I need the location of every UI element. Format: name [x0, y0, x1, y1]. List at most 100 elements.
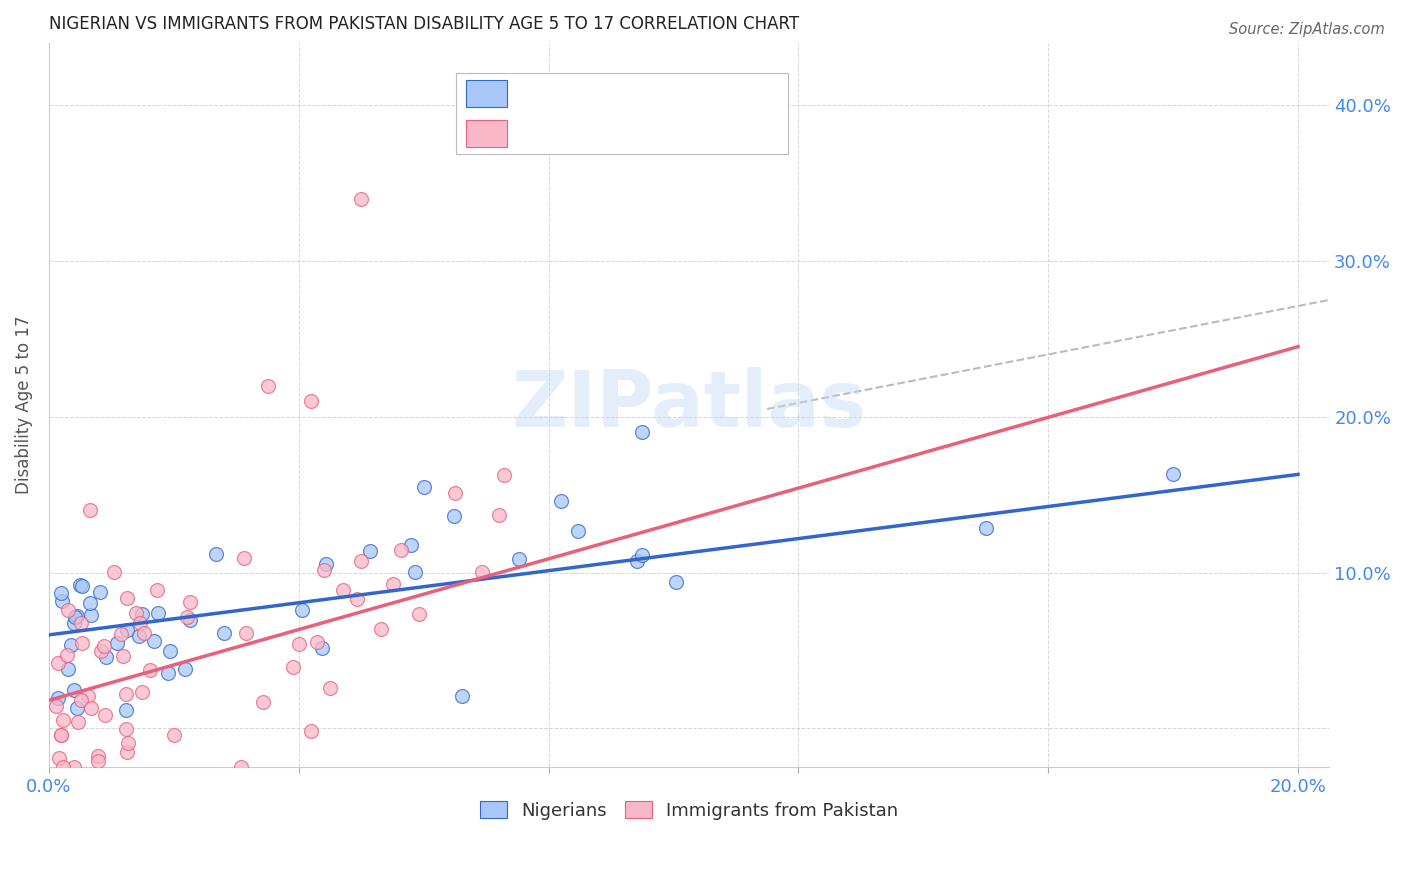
Point	[60, 639, 83, 653]
Point	[312, 563, 335, 577]
Point	[48, 751, 70, 765]
Point	[115, 623, 138, 637]
Text: Source: ZipAtlas.com: Source: ZipAtlas.com	[1229, 22, 1385, 37]
Point	[96, 650, 118, 665]
Point	[346, 591, 368, 606]
Point	[52, 713, 75, 727]
Point	[107, 636, 129, 650]
Point	[450, 689, 472, 703]
Point	[350, 554, 373, 568]
Point	[288, 636, 311, 650]
Point	[45, 698, 67, 713]
Point	[235, 626, 257, 640]
Point	[488, 508, 510, 522]
Point	[305, 635, 328, 649]
Point	[51, 594, 73, 608]
Point	[508, 551, 530, 566]
Point	[49, 728, 72, 742]
Point	[359, 544, 381, 558]
Point	[110, 627, 132, 641]
Point	[157, 665, 180, 680]
Point	[111, 648, 134, 663]
Point	[443, 508, 465, 523]
Point	[46, 691, 69, 706]
Point	[212, 626, 235, 640]
Y-axis label: Disability Age 5 to 17: Disability Age 5 to 17	[15, 316, 32, 494]
Point	[103, 565, 125, 579]
Point	[332, 582, 354, 597]
Point	[70, 635, 93, 649]
Point	[90, 643, 112, 657]
Point	[131, 684, 153, 698]
Point	[471, 565, 494, 579]
Point	[89, 585, 111, 599]
Point	[143, 634, 166, 648]
Text: ZIPatlas: ZIPatlas	[512, 368, 866, 443]
Point	[146, 582, 169, 597]
Point	[115, 591, 138, 605]
Point	[69, 577, 91, 591]
Point	[399, 538, 422, 552]
Point	[52, 760, 75, 774]
Point	[63, 610, 86, 624]
Point	[404, 565, 426, 579]
Point	[139, 663, 162, 677]
Point	[315, 557, 337, 571]
Point	[128, 629, 150, 643]
Point	[62, 760, 84, 774]
Point	[115, 723, 138, 737]
Point	[631, 425, 654, 440]
Point	[46, 657, 69, 671]
Point	[66, 701, 89, 715]
Point	[299, 723, 322, 738]
Point	[56, 648, 79, 663]
Point	[281, 659, 304, 673]
Point	[233, 551, 256, 566]
Point	[412, 480, 434, 494]
Point	[80, 608, 103, 623]
Point	[350, 192, 373, 206]
Point	[444, 485, 467, 500]
Point	[229, 760, 252, 774]
Point	[51, 585, 73, 599]
Point	[115, 687, 138, 701]
Point	[665, 575, 688, 590]
Point	[93, 708, 115, 723]
Point	[49, 728, 72, 742]
Point	[62, 616, 84, 631]
Point	[631, 548, 654, 562]
Point	[79, 596, 101, 610]
Point	[252, 695, 274, 709]
Point	[87, 749, 110, 764]
Point	[626, 554, 648, 568]
Point	[382, 577, 405, 591]
Point	[319, 681, 342, 696]
Point	[179, 595, 201, 609]
Point	[550, 493, 572, 508]
Point	[299, 394, 322, 409]
Point	[62, 682, 84, 697]
Point	[256, 378, 278, 392]
Point	[163, 729, 186, 743]
Point	[56, 603, 79, 617]
Point	[311, 641, 333, 656]
Point	[56, 662, 79, 676]
Point	[70, 579, 93, 593]
Point	[370, 622, 392, 636]
Point	[79, 502, 101, 516]
Point	[125, 606, 148, 620]
Point	[87, 754, 110, 768]
Point	[66, 609, 89, 624]
Point	[67, 714, 90, 729]
Point	[146, 607, 169, 621]
Point	[408, 607, 430, 621]
Point	[174, 663, 197, 677]
Point	[80, 700, 103, 714]
Point	[179, 613, 201, 627]
Point	[115, 703, 138, 717]
Point	[70, 616, 93, 631]
Point	[205, 547, 228, 561]
Point	[567, 524, 589, 538]
Legend: Nigerians, Immigrants from Pakistan: Nigerians, Immigrants from Pakistan	[472, 794, 905, 827]
Point	[117, 736, 139, 750]
